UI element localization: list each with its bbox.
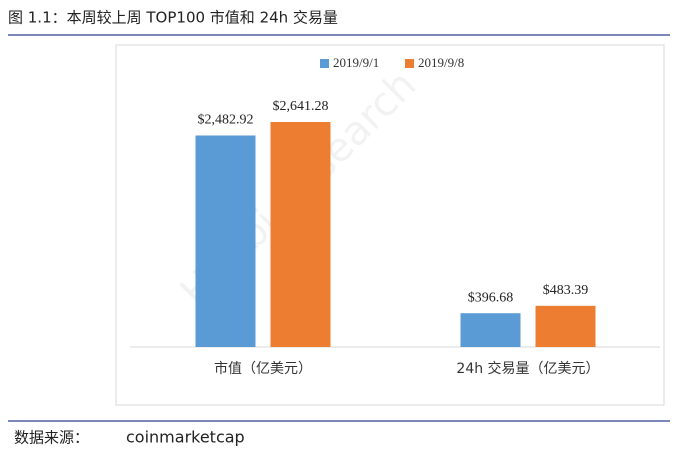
chart-title: 图 1.1：本周较上周 TOP100 市值和 24h 交易量 — [8, 9, 338, 27]
value-label: $2,482.92 — [198, 113, 254, 128]
value-label: $483.39 — [543, 283, 589, 298]
legend-label: 2019/9/1 — [333, 55, 379, 70]
x-tick-label: 市值（亿美元） — [214, 360, 312, 377]
legend-swatch — [405, 59, 414, 68]
legend-label: 2019/9/8 — [418, 55, 464, 70]
value-label: $2,641.28 — [273, 99, 329, 114]
bar — [270, 122, 331, 347]
value-label: $396.68 — [468, 290, 514, 305]
bar — [460, 313, 521, 347]
source: coinmarketcap — [126, 428, 245, 447]
bar — [535, 305, 596, 347]
legend-swatch — [320, 59, 329, 68]
x-tick-label: 24h 交易量（亿美元） — [456, 360, 599, 377]
bar — [195, 135, 256, 347]
plot-frame — [115, 44, 665, 406]
source-label: 数据来源： — [14, 429, 89, 447]
